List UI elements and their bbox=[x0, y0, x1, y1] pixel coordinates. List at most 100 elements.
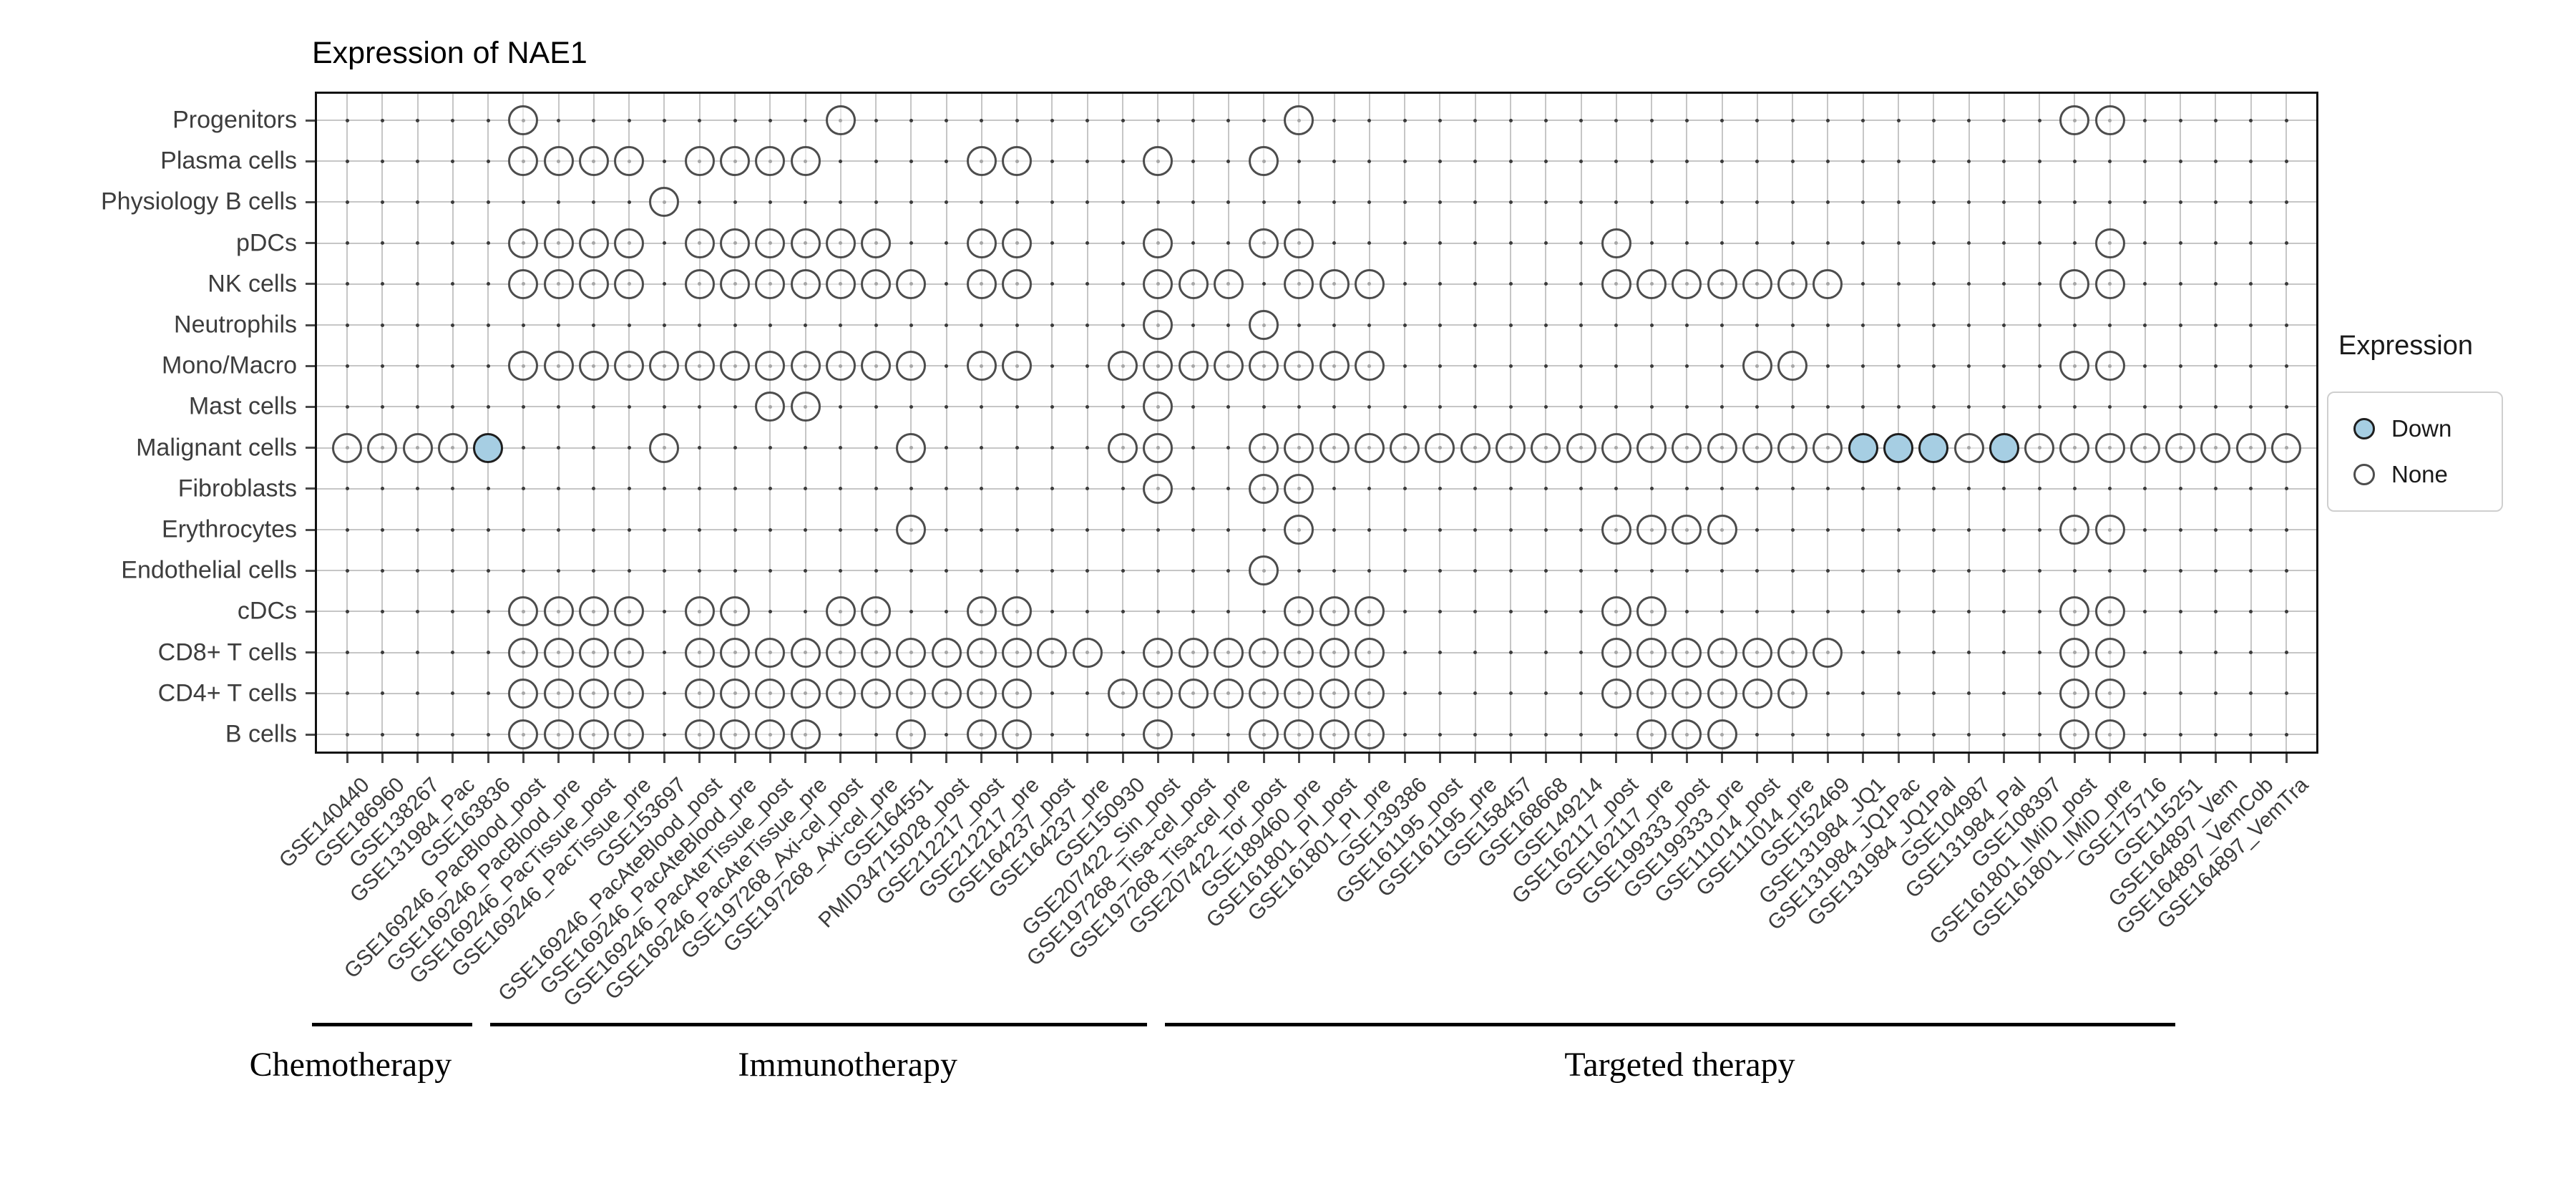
grid-line-vertical bbox=[1016, 94, 1018, 752]
therapy-group-bracket bbox=[311, 1023, 472, 1026]
grid-dot bbox=[627, 528, 631, 532]
grid-dot bbox=[1861, 404, 1865, 409]
grid-dot bbox=[1050, 159, 1054, 163]
grid-dot bbox=[486, 732, 490, 737]
legend-item-down-label: Down bbox=[2391, 415, 2452, 442]
grid-line-vertical bbox=[875, 94, 877, 752]
grid-dot bbox=[1508, 691, 1513, 696]
legend: Expression Down None bbox=[2327, 331, 2503, 512]
grid-dot bbox=[1614, 364, 1619, 368]
grid-dot bbox=[1402, 568, 1407, 573]
y-axis-tick bbox=[306, 651, 315, 654]
expression-dot-none bbox=[508, 596, 539, 627]
grid-dot bbox=[345, 200, 349, 204]
grid-line-vertical bbox=[1333, 94, 1335, 752]
expression-dot-none bbox=[1284, 719, 1314, 749]
grid-dot bbox=[1896, 609, 1901, 613]
y-axis-label: Mono/Macro bbox=[162, 351, 297, 379]
grid-dot bbox=[698, 200, 702, 204]
grid-dot bbox=[1790, 323, 1795, 327]
x-axis-tick bbox=[381, 754, 384, 763]
grid-dot bbox=[1121, 159, 1125, 163]
expression-dot-none bbox=[508, 146, 539, 177]
expression-dot-none bbox=[755, 719, 786, 749]
expression-dot-none bbox=[966, 228, 997, 258]
grid-dot bbox=[1438, 404, 1442, 409]
y-axis-tick bbox=[306, 160, 315, 162]
grid-dot bbox=[1050, 528, 1054, 532]
grid-dot bbox=[909, 487, 913, 491]
grid-dot bbox=[1332, 404, 1337, 409]
grid-dot bbox=[2178, 323, 2182, 327]
grid-dot bbox=[416, 282, 420, 286]
expression-dot-none bbox=[1354, 432, 1385, 463]
grid-dot bbox=[1755, 528, 1760, 532]
grid-dot bbox=[1543, 159, 1548, 163]
expression-dot-none bbox=[2094, 351, 2125, 381]
expression-dot-none bbox=[1813, 268, 1843, 299]
expression-dot-none bbox=[2059, 351, 2090, 381]
grid-dot bbox=[1967, 323, 1971, 327]
grid-dot bbox=[980, 323, 984, 327]
grid-dot bbox=[1790, 609, 1795, 613]
grid-dot bbox=[945, 364, 949, 368]
grid-dot bbox=[768, 487, 772, 491]
grid-line-vertical bbox=[1686, 94, 1688, 752]
grid-dot bbox=[1720, 487, 1724, 491]
grid-dot bbox=[1931, 159, 1936, 163]
expression-dot-none bbox=[720, 351, 750, 381]
grid-dot bbox=[1861, 609, 1865, 613]
grid-dot bbox=[2213, 487, 2218, 491]
grid-dot bbox=[1931, 118, 1936, 122]
expression-dot-none bbox=[1707, 678, 1737, 709]
y-axis-label: Progenitors bbox=[172, 106, 297, 134]
grid-dot bbox=[1402, 241, 1407, 246]
grid-dot bbox=[557, 446, 561, 450]
expression-dot-none bbox=[543, 637, 574, 668]
expression-dot-none bbox=[684, 719, 715, 749]
grid-dot bbox=[1543, 118, 1548, 122]
grid-dot bbox=[2002, 118, 2006, 122]
grid-dot bbox=[2213, 528, 2218, 532]
grid-dot bbox=[1262, 528, 1266, 532]
grid-dot bbox=[2108, 568, 2112, 573]
grid-dot bbox=[1967, 200, 1971, 204]
grid-dot bbox=[592, 323, 596, 327]
grid-dot bbox=[980, 487, 984, 491]
grid-dot bbox=[733, 568, 737, 573]
grid-dot bbox=[804, 609, 808, 613]
expression-dot-none bbox=[578, 351, 609, 381]
expression-dot-none bbox=[508, 719, 539, 749]
grid-dot bbox=[486, 159, 490, 163]
grid-dot bbox=[1543, 200, 1548, 204]
grid-dot bbox=[1896, 241, 1901, 246]
expression-dot-none bbox=[1002, 596, 1033, 627]
grid-dot bbox=[380, 609, 384, 613]
grid-dot bbox=[945, 282, 949, 286]
grid-dot bbox=[1121, 651, 1125, 655]
grid-dot bbox=[2002, 528, 2006, 532]
grid-dot bbox=[874, 732, 878, 737]
expression-dot-none bbox=[1319, 637, 1350, 668]
expression-dot-none bbox=[931, 637, 962, 668]
grid-dot bbox=[1684, 323, 1689, 327]
grid-line-vertical bbox=[1721, 94, 1723, 752]
grid-dot bbox=[1473, 282, 1478, 286]
expression-dot-none bbox=[1284, 637, 1314, 668]
expression-dot-none bbox=[1178, 678, 1209, 709]
grid-dot bbox=[1896, 691, 1901, 696]
expression-dot-none bbox=[1953, 432, 1984, 463]
grid-dot bbox=[1191, 528, 1196, 532]
grid-dot bbox=[627, 568, 631, 573]
grid-dot bbox=[1755, 241, 1760, 246]
expression-dot-none bbox=[1178, 637, 1209, 668]
x-axis-tick bbox=[346, 754, 348, 763]
expression-dot-none bbox=[720, 678, 750, 709]
grid-dot bbox=[1720, 364, 1724, 368]
grid-dot bbox=[1825, 691, 1830, 696]
grid-dot bbox=[1684, 568, 1689, 573]
expression-dot-none bbox=[1496, 432, 1526, 463]
grid-line-vertical bbox=[804, 94, 806, 752]
grid-dot bbox=[1367, 487, 1372, 491]
